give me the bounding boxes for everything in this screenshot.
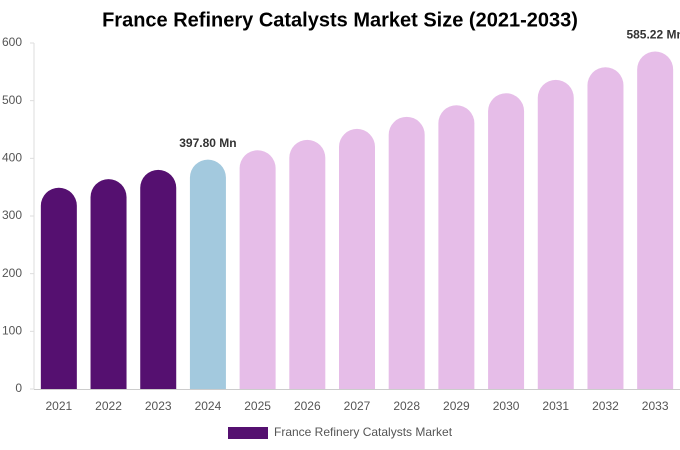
y-tick-label: 400 [2, 151, 22, 165]
bar [587, 67, 624, 389]
bar [488, 93, 525, 389]
bar [189, 159, 226, 389]
bar [438, 105, 475, 389]
y-tick-label: 100 [2, 324, 22, 338]
bar [537, 79, 574, 389]
x-tick-label: 2032 [592, 399, 619, 413]
bar [140, 169, 177, 389]
bar [239, 150, 276, 389]
x-tick-label: 2029 [443, 399, 470, 413]
x-tick-label: 2026 [294, 399, 321, 413]
value-label: 585.22 Mn [626, 28, 680, 42]
bar [637, 51, 674, 389]
legend-label: France Refinery Catalysts Market [274, 425, 453, 439]
bar [339, 128, 375, 389]
legend-swatch [228, 427, 268, 439]
x-tick-label: 2028 [393, 399, 420, 413]
x-tick-label: 2030 [493, 399, 520, 413]
bar [40, 187, 77, 389]
x-tick-label: 2031 [542, 399, 569, 413]
x-tick-label: 2022 [95, 399, 122, 413]
value-label: 397.80 Mn [179, 136, 236, 150]
bar [90, 179, 127, 389]
x-tick-label: 2033 [642, 399, 669, 413]
bar [388, 116, 425, 389]
bar [289, 139, 326, 389]
chart-title: France Refinery Catalysts Market Size (2… [102, 9, 578, 31]
y-tick-label: 200 [2, 266, 22, 280]
x-tick-label: 2023 [145, 399, 172, 413]
y-tick-label: 300 [2, 208, 22, 222]
x-tick-label: 2024 [195, 399, 222, 413]
x-tick-label: 2025 [244, 399, 271, 413]
y-tick-label: 0 [15, 381, 22, 395]
x-tick-label: 2021 [45, 399, 72, 413]
y-tick-label: 500 [2, 93, 22, 107]
x-tick-label: 2027 [344, 399, 371, 413]
y-tick-label: 600 [2, 35, 22, 49]
